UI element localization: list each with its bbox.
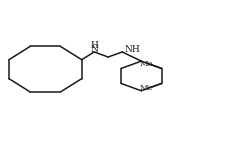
Text: H: H [90,41,98,50]
Text: Me: Me [139,84,152,92]
Text: N: N [90,45,98,54]
Text: NH: NH [124,45,140,54]
Text: Me: Me [139,60,152,68]
